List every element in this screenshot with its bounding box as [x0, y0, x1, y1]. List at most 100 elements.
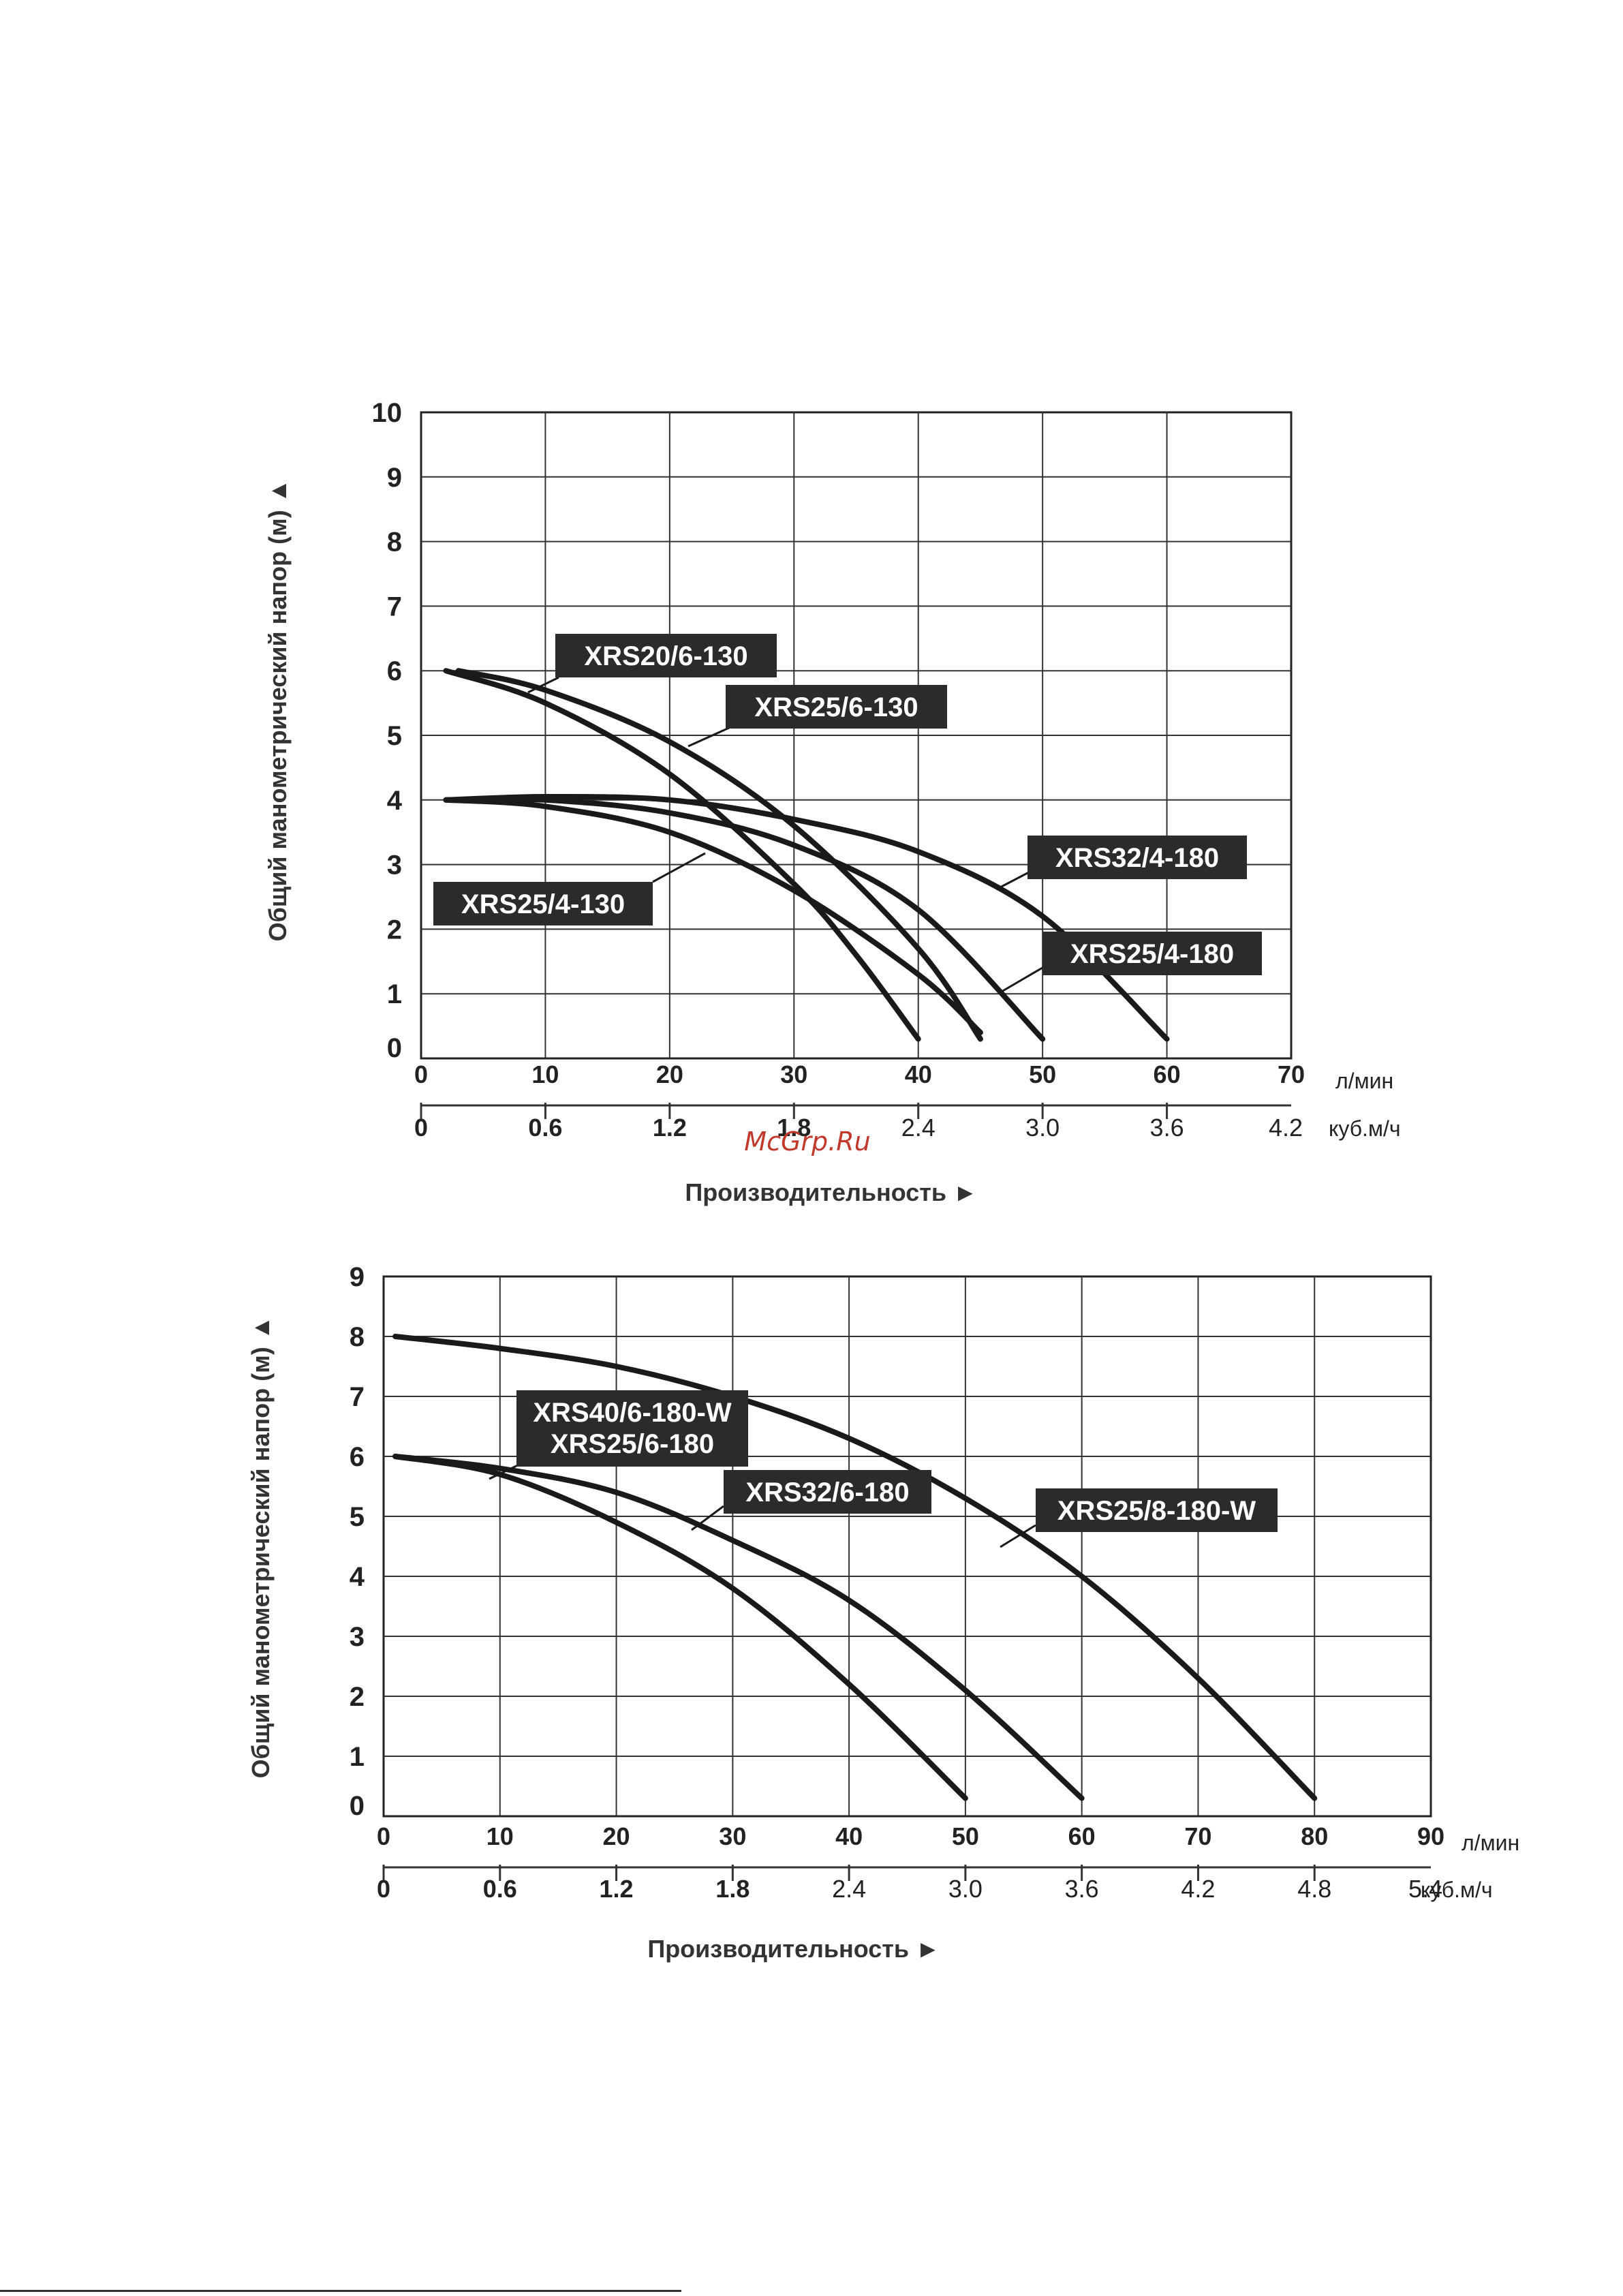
y-tick-label: 6: [350, 1442, 365, 1472]
callout-box: [555, 634, 777, 677]
x-tick-label: 80: [1301, 1822, 1328, 1850]
data-point: [668, 741, 670, 743]
y-tick-label: 9: [387, 463, 402, 493]
data-point: [917, 947, 919, 949]
callout-box: [433, 882, 653, 925]
callout-box: [1027, 836, 1247, 879]
series-line: [443, 668, 921, 1042]
callout-leader: [1000, 1524, 1036, 1548]
data-point: [793, 818, 795, 821]
data-point: [544, 702, 546, 704]
data-point: [615, 1491, 617, 1493]
callout-leader: [652, 852, 706, 883]
callout-box: [1036, 1488, 1278, 1532]
series-label: XRS20/6-130: [584, 641, 747, 671]
callout-leader: [691, 1505, 724, 1531]
callout-box: [1042, 932, 1262, 975]
y-tick-label: 1: [387, 979, 402, 1009]
data-point: [499, 1467, 501, 1469]
data-point: [1314, 1797, 1316, 1799]
series-label-line: XRS25/6-180: [551, 1429, 714, 1459]
y-tick-label: 5: [387, 721, 402, 751]
x-tick-label-secondary: 1.8: [715, 1875, 749, 1903]
x-tick-label: 10: [486, 1822, 514, 1850]
data-point: [979, 1032, 981, 1034]
data-point: [395, 1336, 397, 1337]
x-tick-label-secondary: 1.8: [777, 1114, 811, 1142]
series-label: XRS40/6-180-W XRS25/6-180: [533, 1398, 731, 1459]
series-label: XRS25/6-130: [754, 692, 918, 722]
series-label-line: XRS40/6-180-W: [533, 1398, 731, 1428]
series-line: [443, 794, 1170, 1042]
data-point: [793, 825, 795, 827]
y-tick-label: 8: [387, 527, 402, 557]
series-label: XRS25/4-130: [461, 889, 625, 919]
data-point: [964, 1497, 966, 1499]
data-point: [615, 1366, 617, 1367]
data-point: [668, 812, 670, 814]
x-tick-label-secondary: 3.0: [1025, 1114, 1060, 1142]
y-tick-label: 0: [350, 1791, 365, 1821]
x-tick-label-secondary: 4.2: [1181, 1875, 1215, 1903]
data-point: [855, 954, 857, 956]
data-point: [1042, 1038, 1044, 1040]
y-tick-label: 2: [387, 915, 402, 945]
x-tick-label: 70: [1184, 1822, 1211, 1850]
callout-leader: [687, 726, 730, 748]
y-tick-label: 5: [350, 1502, 365, 1532]
data-point: [395, 1456, 397, 1457]
x-tick-label: 40: [835, 1822, 863, 1850]
x-tick-label-secondary: 2.4: [901, 1114, 936, 1142]
series-label: XRS32/4-180: [1055, 843, 1219, 873]
x-tick-label-secondary: 3.6: [1150, 1114, 1184, 1142]
x-tick-label-secondary: 3.6: [1065, 1875, 1099, 1903]
x-tick-label-secondary: 1.2: [653, 1114, 687, 1142]
x-axis-title: Производительность ►: [685, 1178, 977, 1206]
data-point: [499, 1347, 501, 1349]
x-unit-primary: л/мин: [1462, 1831, 1519, 1855]
page-footer-rule: [0, 2290, 681, 2292]
data-point: [917, 973, 919, 975]
x-tick-label: 10: [531, 1060, 559, 1088]
data-point: [732, 1587, 734, 1589]
x-tick-label: 50: [952, 1822, 979, 1850]
data-point: [917, 908, 919, 910]
callout-leader: [527, 676, 559, 694]
y-tick-label: 1: [350, 1742, 365, 1772]
callout-leader: [489, 1464, 519, 1480]
x-tick-label-secondary: 5.4: [1408, 1875, 1442, 1903]
y-tick-label: 7: [387, 592, 402, 622]
data-point: [544, 806, 546, 808]
x-tick-label-secondary: 4.8: [1297, 1875, 1331, 1903]
x-tick-label: 50: [1029, 1060, 1056, 1088]
y-tick-label: 8: [350, 1322, 365, 1352]
x-tick-label: 0: [414, 1060, 428, 1088]
callout-leader: [1001, 966, 1043, 993]
series-label: XRS32/6-180: [745, 1478, 909, 1507]
x-unit-primary: л/мин: [1335, 1069, 1393, 1093]
x-tick-label: 20: [656, 1060, 683, 1088]
y-axis-title: Общий манометрический напор (м) ▲: [247, 1316, 275, 1779]
data-point: [964, 1689, 966, 1692]
x-tick-label-secondary: 3.0: [948, 1875, 983, 1903]
data-point: [615, 1521, 617, 1523]
y-tick-label: 10: [372, 398, 403, 428]
data-point: [668, 773, 670, 775]
data-point: [848, 1437, 850, 1439]
data-point: [445, 799, 447, 801]
x-tick-label-secondary: 0.6: [528, 1114, 562, 1142]
data-point: [544, 796, 546, 798]
x-unit-secondary: куб.м/ч: [1329, 1116, 1401, 1141]
callout-box: [726, 685, 947, 729]
data-point: [544, 689, 546, 691]
x-tick-label: 30: [780, 1060, 807, 1088]
data-point: [544, 799, 546, 801]
y-tick-label: 4: [387, 786, 403, 816]
data-point: [1081, 1797, 1083, 1799]
data-point: [917, 851, 919, 853]
data-point: [848, 1599, 850, 1602]
x-tick-label-secondary: 0: [414, 1114, 428, 1142]
y-tick-label: 9: [350, 1262, 365, 1292]
